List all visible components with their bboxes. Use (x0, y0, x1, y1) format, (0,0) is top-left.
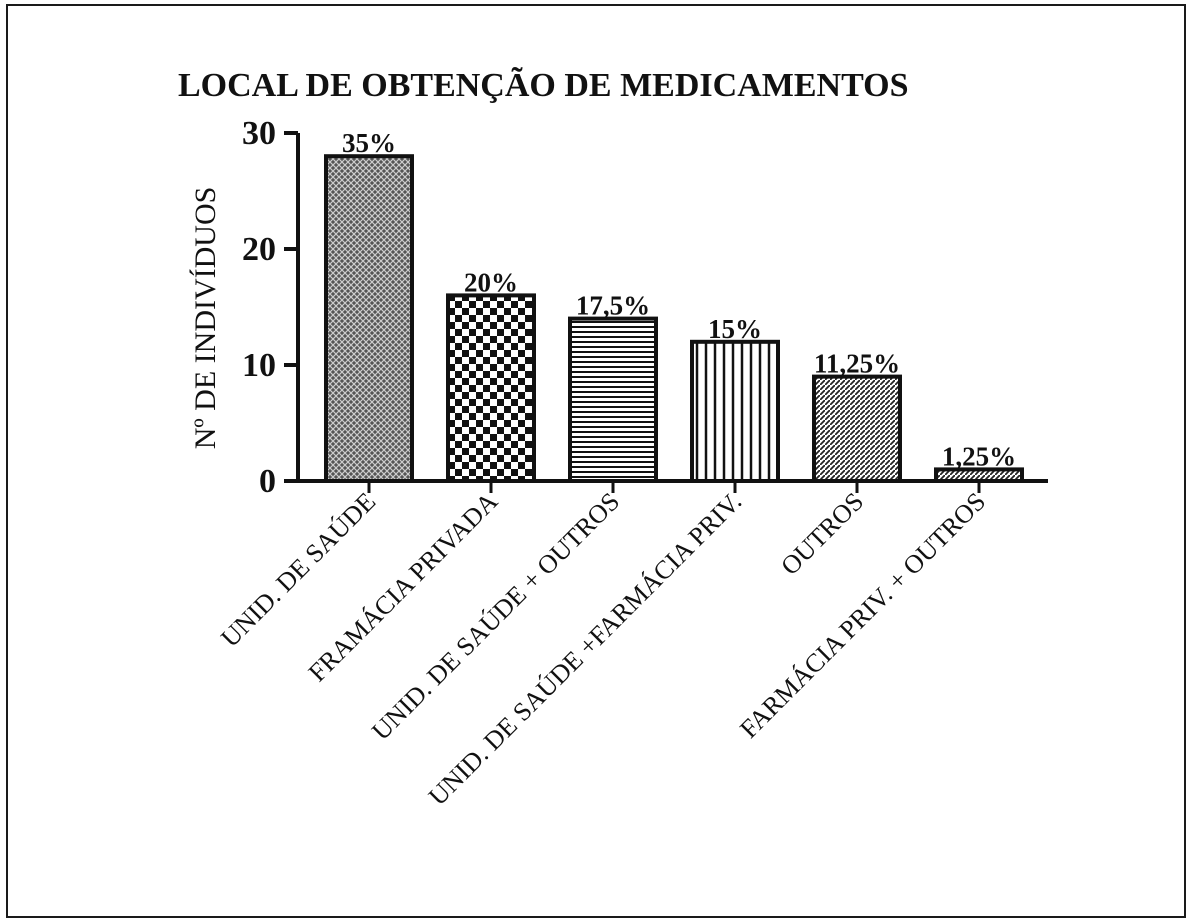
y-tick-label: 30 (242, 115, 276, 152)
data-label: 20% (464, 267, 518, 297)
y-ticks: 0 10 20 30 (242, 115, 298, 500)
bar (690, 339, 780, 483)
y-axis-label: Nº DE INDIVÍDUOS (189, 187, 222, 450)
data-label: 11,25% (814, 349, 900, 379)
bar (446, 293, 536, 483)
y-tick-label: 0 (259, 463, 276, 500)
data-label: 17,5% (576, 291, 650, 321)
category-label: OUTROS (775, 487, 869, 581)
category-label: FARMÁCIA PRIV. + OUTROS (734, 487, 991, 744)
data-label: 15% (708, 314, 762, 344)
chart-title: LOCAL DE OBTENÇÃO DE MEDICAMENTOS (178, 67, 909, 104)
y-tick-label: 10 (242, 347, 276, 384)
bar (568, 316, 658, 483)
bar (324, 154, 414, 483)
data-label: 1,25% (942, 441, 1016, 471)
category-label: UNID. DE SAÚDE + OUTROS (366, 487, 625, 746)
data-label: 35% (342, 128, 396, 158)
bars (324, 154, 1024, 493)
bar (812, 374, 902, 484)
y-tick-label: 20 (242, 231, 276, 268)
data-labels: 35% 20% 17,5% 15% 11,25% 1,25% (342, 128, 1016, 471)
